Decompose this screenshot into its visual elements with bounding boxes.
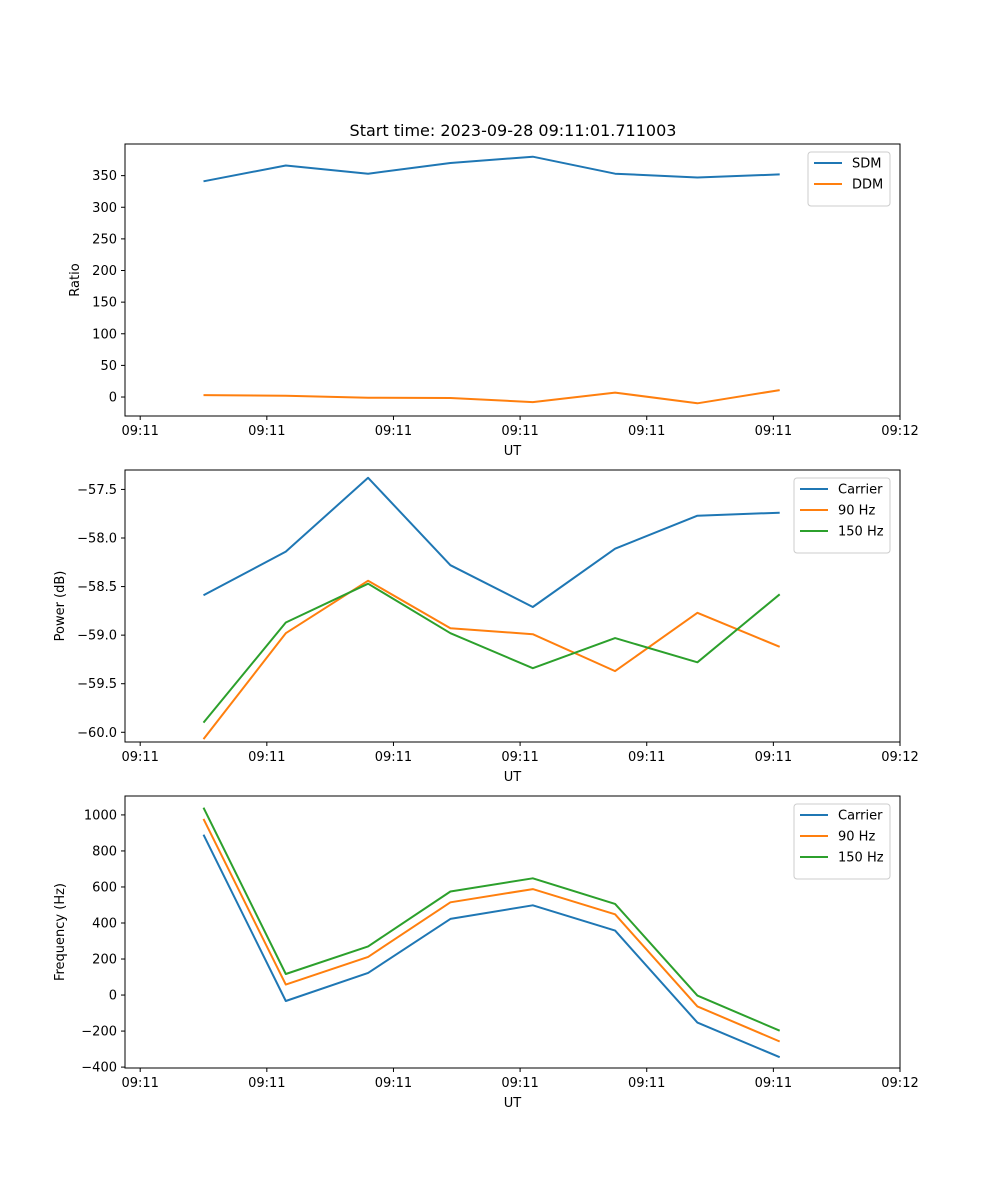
- series-line-sdm: [203, 155, 780, 183]
- x-tick-label: 09:11: [375, 1076, 412, 1091]
- x-tick-label: 09:11: [375, 424, 412, 439]
- y-tick-label: 300: [92, 201, 117, 216]
- series-line-carrier: [203, 476, 780, 608]
- series-line-90-hz: [202, 579, 781, 740]
- plots-container: 09:11 09:11 09:11 09:11 09:11 09:11 09:12 0 50 10…: [53, 143, 919, 1111]
- x-tick-label: 09:12: [881, 750, 918, 765]
- y-axis-label: Power (dB): [53, 571, 68, 642]
- legend-label: SDM: [852, 157, 881, 172]
- legend-label: Carrier: [838, 483, 883, 498]
- y-tick-label: 100: [92, 327, 117, 342]
- axes-2: 09:11 09:11 09:11 09:11 09:11 09:11 09:12 −60.0…: [53, 469, 919, 785]
- y-tick-label: 400: [92, 916, 117, 931]
- x-tick-label: 09:11: [501, 1076, 538, 1091]
- series-line-150-hz: [202, 582, 781, 724]
- y-tick-label: −200: [81, 1025, 117, 1040]
- y-tick-label: 800: [92, 844, 117, 859]
- legend-label: 150 Hz: [838, 525, 884, 540]
- y-tick-label: −58.0: [77, 532, 117, 547]
- axes-3: 09:11 09:11 09:11 09:11 09:11 09:11 09:12 −400 −…: [53, 795, 919, 1111]
- x-tick-label: 09:11: [628, 1076, 665, 1091]
- y-tick-label: 0: [109, 989, 117, 1004]
- y-tick-label: 200: [92, 264, 117, 279]
- y-tick-label: −58.5: [77, 580, 117, 595]
- x-tick-label: 09:11: [375, 750, 412, 765]
- y-tick-label: 50: [100, 359, 117, 374]
- chart-title: Start time: 2023-09-28 09:11:01.711003: [350, 121, 677, 140]
- legend-box: [807, 151, 891, 207]
- x-tick-label: 09:11: [628, 424, 665, 439]
- y-tick-label: −60.0: [77, 726, 117, 741]
- legend-label: Carrier: [838, 809, 883, 824]
- series-line-ddm: [203, 389, 780, 405]
- x-axis-label: UT: [504, 444, 522, 459]
- y-tick-label: 150: [92, 296, 117, 311]
- series-line-90-hz: [202, 818, 781, 1043]
- x-tick-label: 09:11: [628, 750, 665, 765]
- y-tick-label: −59.0: [77, 629, 117, 644]
- x-tick-label: 09:12: [881, 424, 918, 439]
- y-tick-label: −59.5: [77, 677, 117, 692]
- y-tick-label: 0: [109, 391, 117, 406]
- y-tick-label: 1000: [84, 808, 117, 823]
- x-tick-label: 09:11: [121, 424, 158, 439]
- x-tick-label: 09:11: [121, 1076, 158, 1091]
- x-tick-label: 09:11: [755, 1076, 792, 1091]
- series-line-150-hz: [202, 807, 781, 1032]
- x-tick-label: 09:11: [755, 750, 792, 765]
- legend-box: [793, 477, 891, 554]
- x-tick-label: 09:11: [755, 424, 792, 439]
- y-tick-label: 250: [92, 232, 117, 247]
- axes-frame: [124, 469, 901, 743]
- legend-label: 90 Hz: [838, 830, 875, 845]
- y-axis-label: Frequency (Hz): [53, 883, 68, 981]
- axes-frame: [124, 143, 901, 417]
- y-tick-label: −400: [81, 1061, 117, 1076]
- x-tick-label: 09:11: [501, 424, 538, 439]
- y-axis-label: Ratio: [68, 263, 83, 296]
- legend-box: [793, 803, 891, 880]
- axes-frame: [124, 795, 901, 1069]
- x-axis-label: UT: [504, 1096, 522, 1111]
- x-axis-label: UT: [504, 770, 522, 785]
- y-tick-label: 600: [92, 880, 117, 895]
- axes-1: 09:11 09:11 09:11 09:11 09:11 09:11 09:12 0 50 10…: [68, 143, 919, 459]
- legend-label: 90 Hz: [838, 504, 875, 519]
- y-tick-label: 200: [92, 953, 117, 968]
- x-tick-label: 09:11: [248, 424, 285, 439]
- legend-label: DDM: [852, 178, 883, 193]
- legend-label: 150 Hz: [838, 851, 884, 866]
- series-line-carrier: [202, 834, 781, 1059]
- y-tick-label: −57.5: [77, 483, 117, 498]
- x-tick-label: 09:11: [248, 1076, 285, 1091]
- x-tick-label: 09:11: [501, 750, 538, 765]
- y-tick-label: 350: [92, 169, 117, 184]
- x-tick-label: 09:12: [881, 1076, 918, 1091]
- x-tick-label: 09:11: [121, 750, 158, 765]
- x-tick-label: 09:11: [248, 750, 285, 765]
